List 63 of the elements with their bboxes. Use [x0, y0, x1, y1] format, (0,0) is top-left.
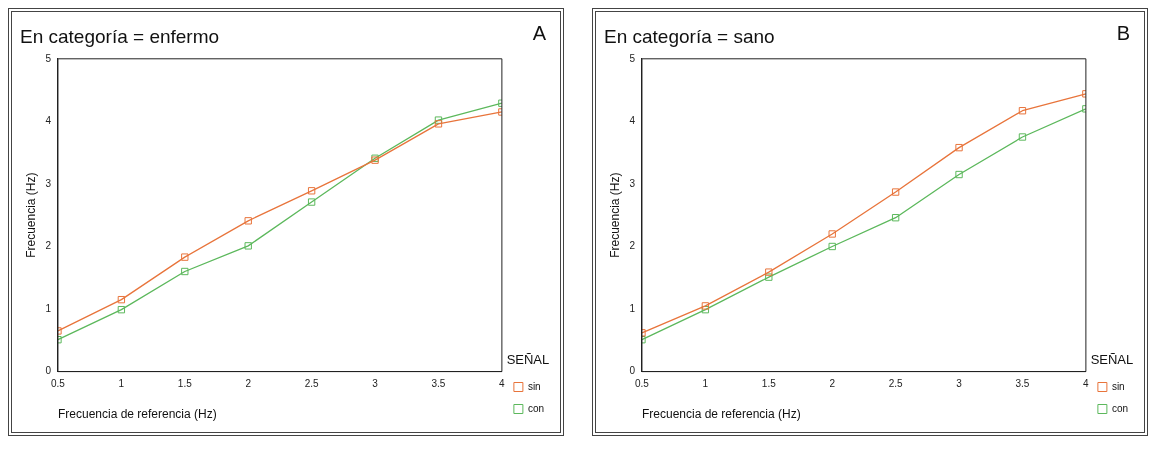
x-tick-label: 2.5 — [304, 378, 320, 390]
point — [181, 267, 189, 276]
point — [117, 305, 126, 314]
x-tick-label: 3.5 — [431, 378, 446, 390]
x-tick-label: 3.5 — [1015, 378, 1030, 390]
y-axis-title: Frecuencia (Hz) — [607, 172, 622, 258]
text: B — [1116, 21, 1130, 44]
legend-label: sin — [527, 380, 541, 392]
y-tick-label: 0 — [45, 365, 52, 377]
point — [244, 242, 252, 250]
legend-label: con — [1111, 402, 1128, 414]
point — [117, 295, 126, 304]
legend-title: SEÑAL — [506, 352, 550, 368]
x-tick-label: 3 — [372, 378, 379, 390]
legend-label: sin — [1111, 380, 1125, 392]
chart-title: En categoría = sano — [604, 25, 775, 47]
y-tick-label: 2 — [45, 240, 52, 252]
legend-title: SEÑAL — [1090, 352, 1134, 368]
y-tick-label: 5 — [629, 52, 636, 64]
point — [307, 198, 316, 206]
point — [701, 302, 710, 310]
y-tick-label: 2 — [629, 240, 636, 252]
text: A — [532, 21, 547, 44]
point — [828, 242, 836, 251]
point — [1018, 133, 1027, 141]
x-tick-label: 0.5 — [51, 378, 66, 390]
legend-label: con — [527, 402, 544, 414]
x-tick-label: 4 — [499, 378, 506, 390]
x-tick-label: 0.5 — [635, 378, 650, 390]
x-axis-title: Frecuencia de referencia (Hz) — [641, 407, 801, 422]
x-tick-label: 2 — [245, 378, 252, 390]
point — [955, 170, 963, 179]
point — [434, 120, 443, 128]
x-tick-label: 1.5 — [761, 378, 777, 390]
y-tick-label: 4 — [629, 115, 636, 127]
point — [434, 116, 443, 124]
chart-title: En categoría = enfermo — [20, 25, 220, 47]
point — [307, 187, 316, 195]
y-tick-label: 4 — [45, 115, 52, 127]
y-tick-label: 3 — [45, 177, 52, 189]
point — [765, 268, 773, 276]
point — [891, 214, 900, 222]
x-tick-label: 1 — [702, 378, 709, 390]
point — [828, 230, 836, 238]
y-tick-label: 3 — [629, 177, 636, 189]
x-tick-label: 1.5 — [177, 378, 193, 390]
x-tick-label: 2 — [829, 378, 836, 390]
x-tick-label: 2.5 — [888, 378, 904, 390]
point — [1018, 107, 1027, 115]
point — [244, 217, 252, 225]
x-tick-label: 3 — [956, 378, 963, 390]
point — [891, 188, 900, 196]
y-tick-label: 0 — [629, 365, 636, 377]
y-axis-title: Frecuencia (Hz) — [23, 172, 38, 258]
x-tick-label: 4 — [1083, 378, 1090, 390]
point — [765, 273, 773, 281]
y-tick-label: 1 — [45, 302, 52, 314]
x-axis-title: Frecuencia de referencia (Hz) — [57, 407, 217, 422]
y-tick-label: 5 — [45, 52, 52, 64]
point — [181, 253, 189, 261]
x-tick-label: 1 — [118, 378, 125, 390]
point — [955, 143, 963, 152]
y-tick-label: 1 — [629, 302, 636, 314]
